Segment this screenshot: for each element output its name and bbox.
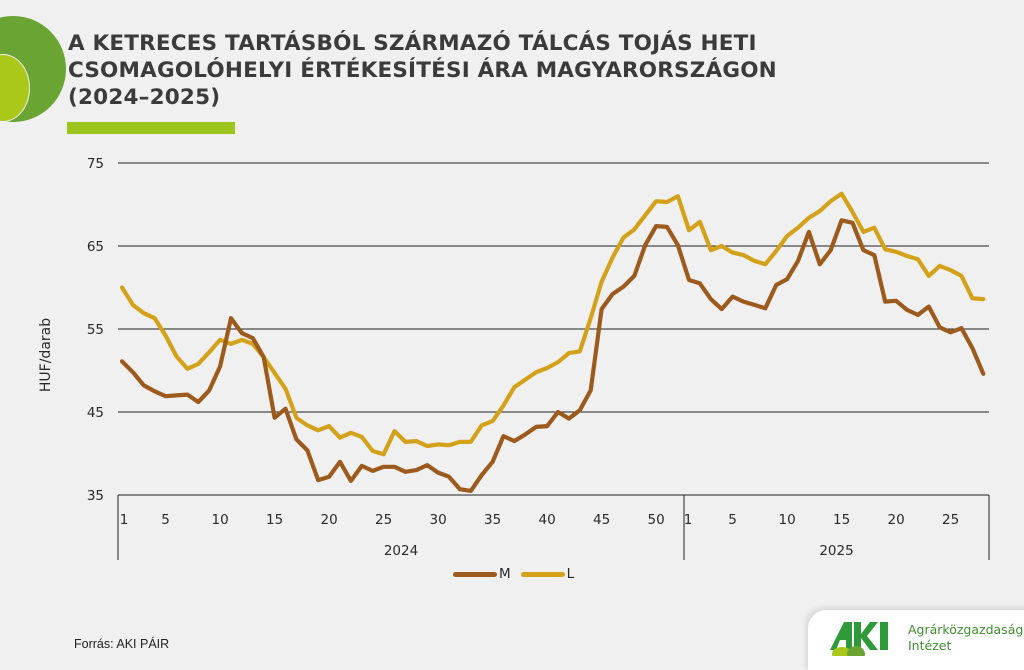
aki-logo-icon [830, 622, 888, 656]
y-tick-label: 35 [87, 488, 104, 504]
x-tick-label: 10 [779, 512, 796, 528]
aki-logo-text: Agrárközgazdasági Intézet [908, 622, 1024, 654]
x-tick-label: 35 [484, 512, 501, 528]
x-tick-label: 30 [430, 512, 447, 528]
legend-label-m: M [499, 566, 511, 582]
x-tick-label: 25 [375, 512, 392, 528]
series-line-m [119, 218, 986, 493]
y-tick-label: 75 [87, 156, 104, 172]
x-tick-label: 50 [648, 512, 665, 528]
legend-item-m: M [453, 566, 511, 582]
y-axis-ticks: 35 45 55 65 75 [87, 156, 104, 504]
x-tick-label: 25 [942, 512, 959, 528]
x-tick-label: 15 [833, 512, 850, 528]
x-group-label-2025: 2025 [819, 543, 853, 559]
x-tick-label: 5 [161, 512, 170, 528]
x-tick-label: 20 [321, 512, 338, 528]
x-tick-label: 15 [266, 512, 283, 528]
legend-label-l: L [566, 566, 575, 582]
legend-swatch-l [520, 571, 565, 577]
x-tick-label: 10 [212, 512, 229, 528]
title-line-2: CSOMAGOLÓHELYI ÉRTÉKESÍTÉSI ÁRA MAGYAROR… [68, 58, 777, 83]
chart-title: A KETRECES TARTÁSBÓL SZÁRMAZÓ TÁLCÁS TOJ… [68, 30, 868, 111]
x-group-label-2024: 2024 [384, 543, 418, 559]
data-series [119, 191, 986, 493]
y-axis-label: HUF/darab [38, 318, 54, 392]
legend: M L [453, 566, 584, 582]
x-tick-label: 1 [120, 512, 129, 528]
legend-swatch-m [453, 571, 497, 577]
aki-logo: Agrárközgazdasági Intézet [808, 610, 1024, 670]
x-tick-label: 45 [593, 512, 610, 528]
title-underline-bar [67, 122, 235, 134]
legend-item-l: L [520, 566, 575, 582]
x-tick-label: 20 [888, 512, 905, 528]
y-tick-label: 65 [87, 239, 104, 255]
x-tick-label: 1 [684, 512, 693, 528]
title-line-3: (2024–2025) [68, 85, 221, 110]
y-tick-label: 55 [87, 322, 104, 338]
x-tick-label: 5 [728, 512, 737, 528]
series-line-l [119, 191, 986, 457]
logo-name-line-1: Agrárközgazdasági [908, 622, 1024, 637]
logo-name-line-2: Intézet [908, 638, 952, 653]
y-tick-label: 45 [87, 405, 104, 421]
title-line-1: A KETRECES TARTÁSBÓL SZÁRMAZÓ TÁLCÁS TOJ… [68, 31, 757, 56]
x-tick-label: 40 [539, 512, 556, 528]
source-note: Forrás: AKI PÁIR [74, 637, 170, 651]
gridlines [118, 162, 989, 496]
